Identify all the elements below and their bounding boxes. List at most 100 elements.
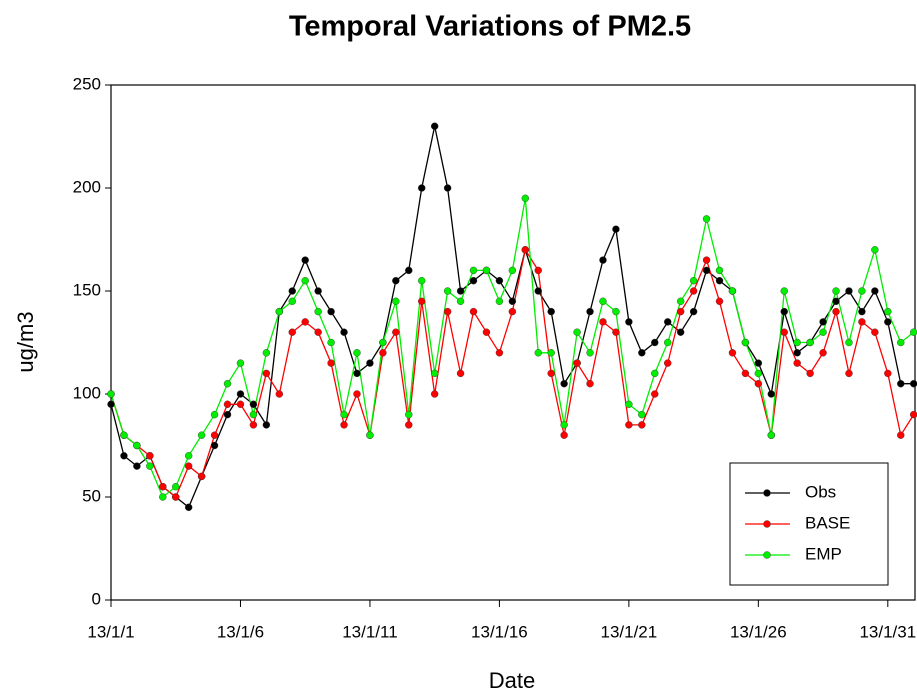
data-point <box>443 307 452 316</box>
data-point <box>586 380 594 388</box>
legend-marker <box>763 489 771 497</box>
data-point <box>262 369 271 378</box>
legend-marker <box>763 520 771 528</box>
data-point <box>197 472 206 481</box>
data-point <box>754 359 763 367</box>
data-point <box>638 349 646 357</box>
data-point <box>884 369 892 378</box>
data-point <box>534 266 542 275</box>
data-point <box>236 359 245 367</box>
data-point <box>651 338 659 347</box>
data-point <box>210 410 219 419</box>
data-point <box>819 318 827 326</box>
data-point <box>249 421 258 429</box>
series-line <box>110 248 915 499</box>
data-point <box>288 328 296 336</box>
data-point <box>482 266 491 275</box>
data-point <box>754 380 763 388</box>
data-point <box>702 256 711 264</box>
series-line <box>110 126 914 509</box>
x-tick-label: 13/1/31 <box>859 622 916 641</box>
data-point <box>314 328 322 336</box>
y-tick-label: 50 <box>82 486 101 505</box>
data-point <box>418 277 426 285</box>
data-point <box>586 349 594 357</box>
data-point <box>443 184 452 192</box>
data-point <box>418 184 426 192</box>
data-point <box>897 380 905 388</box>
data-point <box>340 328 348 336</box>
data-point <box>521 246 529 254</box>
chart-title: Temporal Variations of PM2.5 <box>289 11 691 43</box>
data-point <box>625 318 633 326</box>
series-line <box>110 198 915 499</box>
data-point <box>223 410 232 419</box>
data-point <box>728 349 737 357</box>
data-point <box>586 307 594 316</box>
data-point <box>301 256 309 264</box>
data-point <box>418 297 426 305</box>
data-point <box>780 328 788 336</box>
data-point <box>676 297 685 305</box>
data-point <box>651 390 659 398</box>
data-point <box>651 369 659 378</box>
data-point <box>689 277 698 285</box>
data-point <box>327 359 335 367</box>
data-point <box>612 225 620 233</box>
data-point <box>107 400 115 408</box>
data-point <box>715 266 724 275</box>
data-point <box>275 307 284 316</box>
data-point <box>379 338 387 347</box>
data-point <box>910 380 917 388</box>
y-tick-label: 0 <box>92 589 101 608</box>
data-point <box>301 318 309 326</box>
x-tick-label: 13/1/11 <box>342 622 397 641</box>
data-point <box>676 328 685 336</box>
data-point <box>910 410 917 419</box>
data-point <box>897 338 905 347</box>
data-point <box>146 462 154 470</box>
data-point <box>819 349 827 357</box>
data-point <box>819 328 827 336</box>
data-point <box>845 287 853 295</box>
x-tick-label: 13/1/6 <box>217 622 264 641</box>
data-point <box>806 369 814 378</box>
data-point <box>236 400 245 408</box>
data-point <box>172 493 180 501</box>
y-axis-label: ug/m3 <box>13 311 38 372</box>
data-point <box>612 328 620 336</box>
data-point <box>560 421 568 429</box>
data-point <box>871 246 879 254</box>
data-point <box>884 307 892 316</box>
data-point <box>741 338 750 347</box>
data-point <box>262 349 271 357</box>
data-point <box>327 307 335 316</box>
data-point <box>288 287 296 295</box>
data-point <box>456 297 465 305</box>
data-point <box>159 493 167 501</box>
data-point <box>858 307 866 316</box>
data-point <box>210 431 219 439</box>
data-point <box>780 287 788 295</box>
data-point <box>236 390 245 398</box>
data-point <box>521 194 529 203</box>
data-point <box>366 359 374 367</box>
data-point <box>430 122 439 130</box>
data-point <box>301 277 309 285</box>
data-point <box>495 349 504 357</box>
data-point <box>275 390 284 398</box>
data-point <box>469 266 478 275</box>
data-point <box>120 431 128 439</box>
legend-marker <box>763 551 771 559</box>
data-point <box>353 369 361 378</box>
data-point <box>430 369 439 378</box>
data-point <box>767 431 775 439</box>
x-tick-label: 13/1/26 <box>730 622 787 641</box>
data-point <box>469 277 478 285</box>
data-point <box>249 410 258 419</box>
data-point <box>793 338 801 347</box>
data-point <box>288 297 296 305</box>
data-point <box>897 431 905 439</box>
data-point <box>456 369 465 378</box>
